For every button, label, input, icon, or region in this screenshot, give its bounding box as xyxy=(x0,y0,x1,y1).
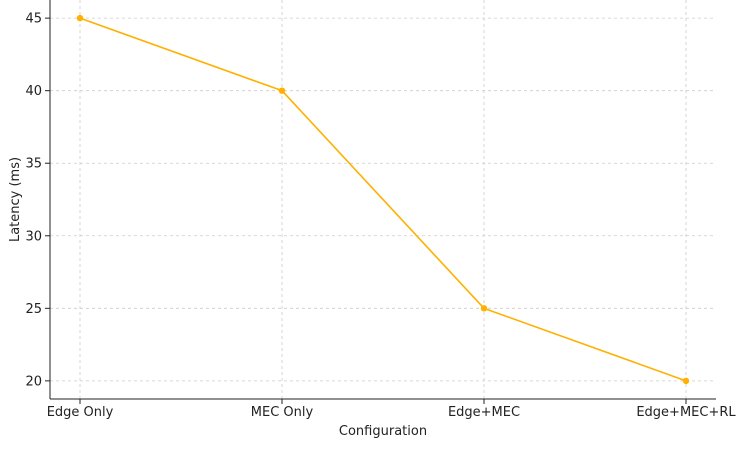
x-tick-label: Edge+MEC+RL xyxy=(636,405,736,420)
axes xyxy=(49,0,716,400)
data-point xyxy=(682,377,690,385)
series xyxy=(76,14,690,385)
x-ticks: Edge Only MEC Only Edge+MEC Edge+MEC+RL xyxy=(47,399,736,420)
y-tick-label: 35 xyxy=(25,157,42,172)
y-tick-label: 30 xyxy=(25,229,42,244)
x-tick-label: Edge+MEC xyxy=(448,405,520,420)
y-ticks: 20 25 30 35 40 45 xyxy=(25,12,50,389)
y-axis-label: Latency (ms) xyxy=(8,157,23,242)
grid xyxy=(50,0,716,399)
y-tick-label: 40 xyxy=(25,84,42,99)
y-tick-label: 20 xyxy=(25,374,42,389)
x-tick-label: Edge Only xyxy=(47,405,114,420)
data-point xyxy=(278,87,286,94)
data-point xyxy=(480,305,488,312)
series-line xyxy=(79,17,687,382)
data-point xyxy=(76,14,84,22)
x-axis-label: Configuration xyxy=(339,424,427,439)
y-tick-label: 25 xyxy=(25,302,42,317)
y-tick-label: 45 xyxy=(25,12,42,27)
x-tick-label: MEC Only xyxy=(251,405,314,420)
